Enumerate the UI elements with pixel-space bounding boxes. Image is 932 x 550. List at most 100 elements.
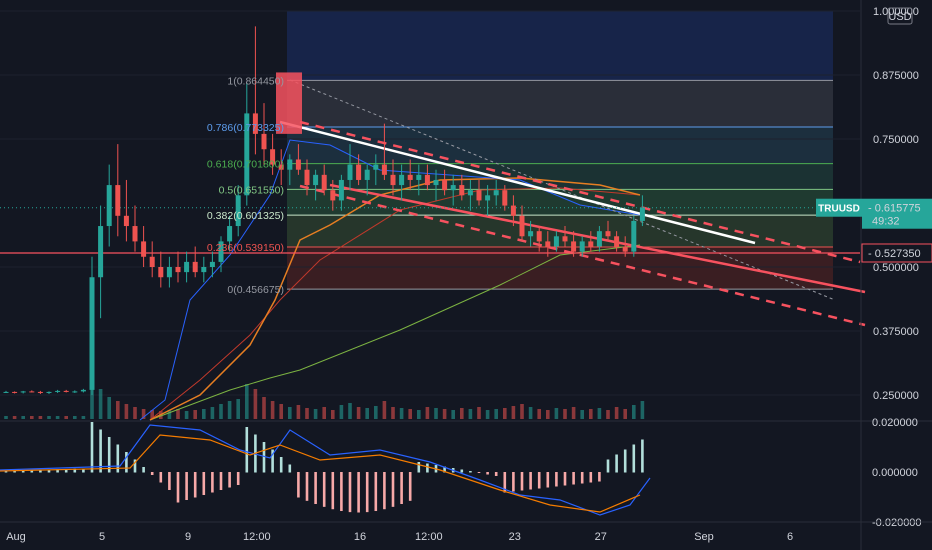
- candle-body: [37, 391, 43, 393]
- price-tick-label: 0.250000: [873, 390, 919, 402]
- current-price-label: - 0.615775: [868, 203, 921, 215]
- time-tick-label: 12:00: [243, 531, 271, 543]
- indicator-tick-label: -0.020000: [872, 517, 922, 529]
- candle-body: [209, 261, 215, 267]
- histogram-bar: [615, 454, 618, 473]
- volume-bar: [227, 401, 232, 419]
- histogram-bar: [563, 472, 567, 486]
- volume-bar: [468, 409, 473, 419]
- candle-body: [166, 267, 172, 278]
- volume-bar: [81, 416, 86, 419]
- fib-level-label: 0.236(0.539150): [207, 242, 284, 254]
- current-price-tag: [862, 198, 932, 229]
- histogram-bar: [529, 472, 532, 490]
- candle-body: [313, 174, 319, 186]
- fibonacci-labels: 1(0.864450) 0.786(0.773325) 0.618(0.701800…: [207, 75, 284, 296]
- candle-body: [579, 241, 585, 252]
- histogram-bar: [580, 472, 584, 484]
- time-tick-label: 27: [595, 531, 607, 543]
- fib-level-label: 0.5(0.651550): [219, 184, 284, 196]
- candle-body: [252, 113, 258, 134]
- volume-bar: [520, 404, 524, 419]
- volume-bar: [98, 389, 103, 419]
- histogram-bar: [82, 468, 85, 473]
- candle-body: [416, 174, 422, 180]
- candle-body: [106, 185, 112, 227]
- moving-average-short: [149, 177, 641, 421]
- indicator-tick-label: 0.000000: [872, 467, 918, 479]
- fib-level-label: 0(0.456675): [227, 284, 284, 296]
- histogram-bar: [365, 472, 369, 513]
- histogram-bar: [150, 472, 154, 475]
- candle-body: [364, 169, 370, 180]
- histogram-bar: [623, 449, 627, 473]
- macd-indicator: [0, 420, 932, 516]
- countdown-label: 49:32: [872, 216, 900, 228]
- histogram-bar: [245, 427, 249, 473]
- candle-body: [519, 215, 525, 237]
- symbol-tag: [816, 198, 862, 217]
- volume-bar: [460, 408, 464, 419]
- volume-bar: [279, 404, 283, 419]
- histogram-bar: [383, 472, 386, 510]
- volume-bar: [451, 410, 455, 419]
- histogram-bar: [606, 459, 610, 473]
- histogram-bar: [125, 452, 128, 473]
- time-tick-label: 12:00: [415, 531, 443, 543]
- volume-bar: [270, 401, 275, 419]
- volume-bar: [90, 374, 94, 419]
- volume-bar: [554, 408, 559, 419]
- candle-body: [270, 149, 276, 165]
- histogram-bar: [116, 444, 120, 473]
- candle-body: [450, 185, 456, 191]
- histogram-bar: [374, 472, 378, 512]
- volume-bar: [442, 409, 447, 419]
- histogram-bar: [469, 471, 472, 473]
- candle-body: [46, 391, 52, 393]
- volume-bar: [73, 416, 77, 419]
- histogram-bar: [47, 469, 51, 473]
- time-tick-label: 23: [509, 531, 521, 543]
- volume-bar: [356, 407, 361, 419]
- candle-body: [304, 169, 310, 186]
- candle-body: [55, 390, 61, 392]
- candle-body: [244, 113, 250, 196]
- fib-level-label: 0.382(0.601325): [207, 210, 284, 222]
- histogram-bar: [477, 472, 481, 473]
- volume-bar: [399, 408, 404, 419]
- fib-level-label: 1(0.864450): [227, 75, 284, 87]
- volume-bar: [417, 410, 421, 419]
- candle-body: [141, 241, 147, 257]
- moving-average-mid: [149, 187, 641, 421]
- histogram-bar: [357, 472, 360, 513]
- price-tick-label: 0.750000: [873, 134, 919, 146]
- histogram-bar: [555, 472, 558, 487]
- price-tick-label: 0.875000: [873, 70, 919, 82]
- fib-level-label: 0.786(0.773325): [207, 122, 284, 134]
- candle-body: [89, 277, 95, 390]
- fibonacci-retracement[interactable]: [287, 11, 833, 290]
- time-tick-label: 6: [787, 531, 793, 543]
- time-tick-label: 9: [185, 531, 191, 543]
- fib-level-label: 0.618(0.701800): [207, 159, 284, 171]
- volume-bar: [339, 405, 344, 419]
- candle-body: [502, 190, 508, 206]
- currency-label: USD: [888, 11, 911, 23]
- candle-body: [149, 256, 155, 267]
- candle-body: [192, 261, 198, 273]
- histogram-bar: [211, 472, 214, 493]
- volume-bar: [176, 409, 180, 419]
- volume-bar: [546, 410, 550, 419]
- volume-bar: [21, 416, 25, 419]
- volume-bar: [107, 397, 111, 419]
- volume-bar: [296, 405, 301, 419]
- histogram-bar: [159, 472, 163, 483]
- volume-bar: [55, 416, 60, 419]
- candle-body: [158, 267, 164, 278]
- candle-body: [12, 391, 18, 393]
- channel-upper: [299, 120, 861, 264]
- candlesticks[interactable]: [3, 26, 645, 395]
- candle-body: [528, 231, 534, 237]
- histogram-bar: [73, 468, 77, 473]
